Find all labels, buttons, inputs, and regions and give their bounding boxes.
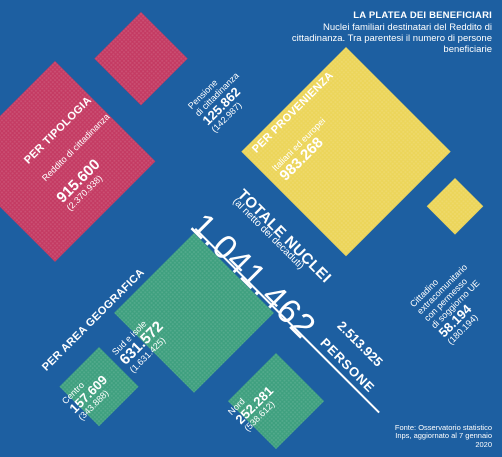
pensione-cittadinanza-text: Pensione di cittadinanza 125.862 (142.98… <box>186 63 257 134</box>
header-title: LA PLATEA DEI BENEFICIARI <box>353 10 492 21</box>
header-subtitle: Nuclei familiari destinatari del Reddito… <box>291 22 492 55</box>
header: LA PLATEA DEI BENEFICIARI Nuclei familia… <box>277 10 492 55</box>
extracomunitari-text: Cittadino extracomunitario con permesso … <box>408 255 500 347</box>
extracomunitari-square <box>426 178 484 235</box>
source-note: Fonte: Osservatorio statistico Inps, agg… <box>394 422 492 449</box>
pensione-cittadinanza-square <box>94 12 188 106</box>
